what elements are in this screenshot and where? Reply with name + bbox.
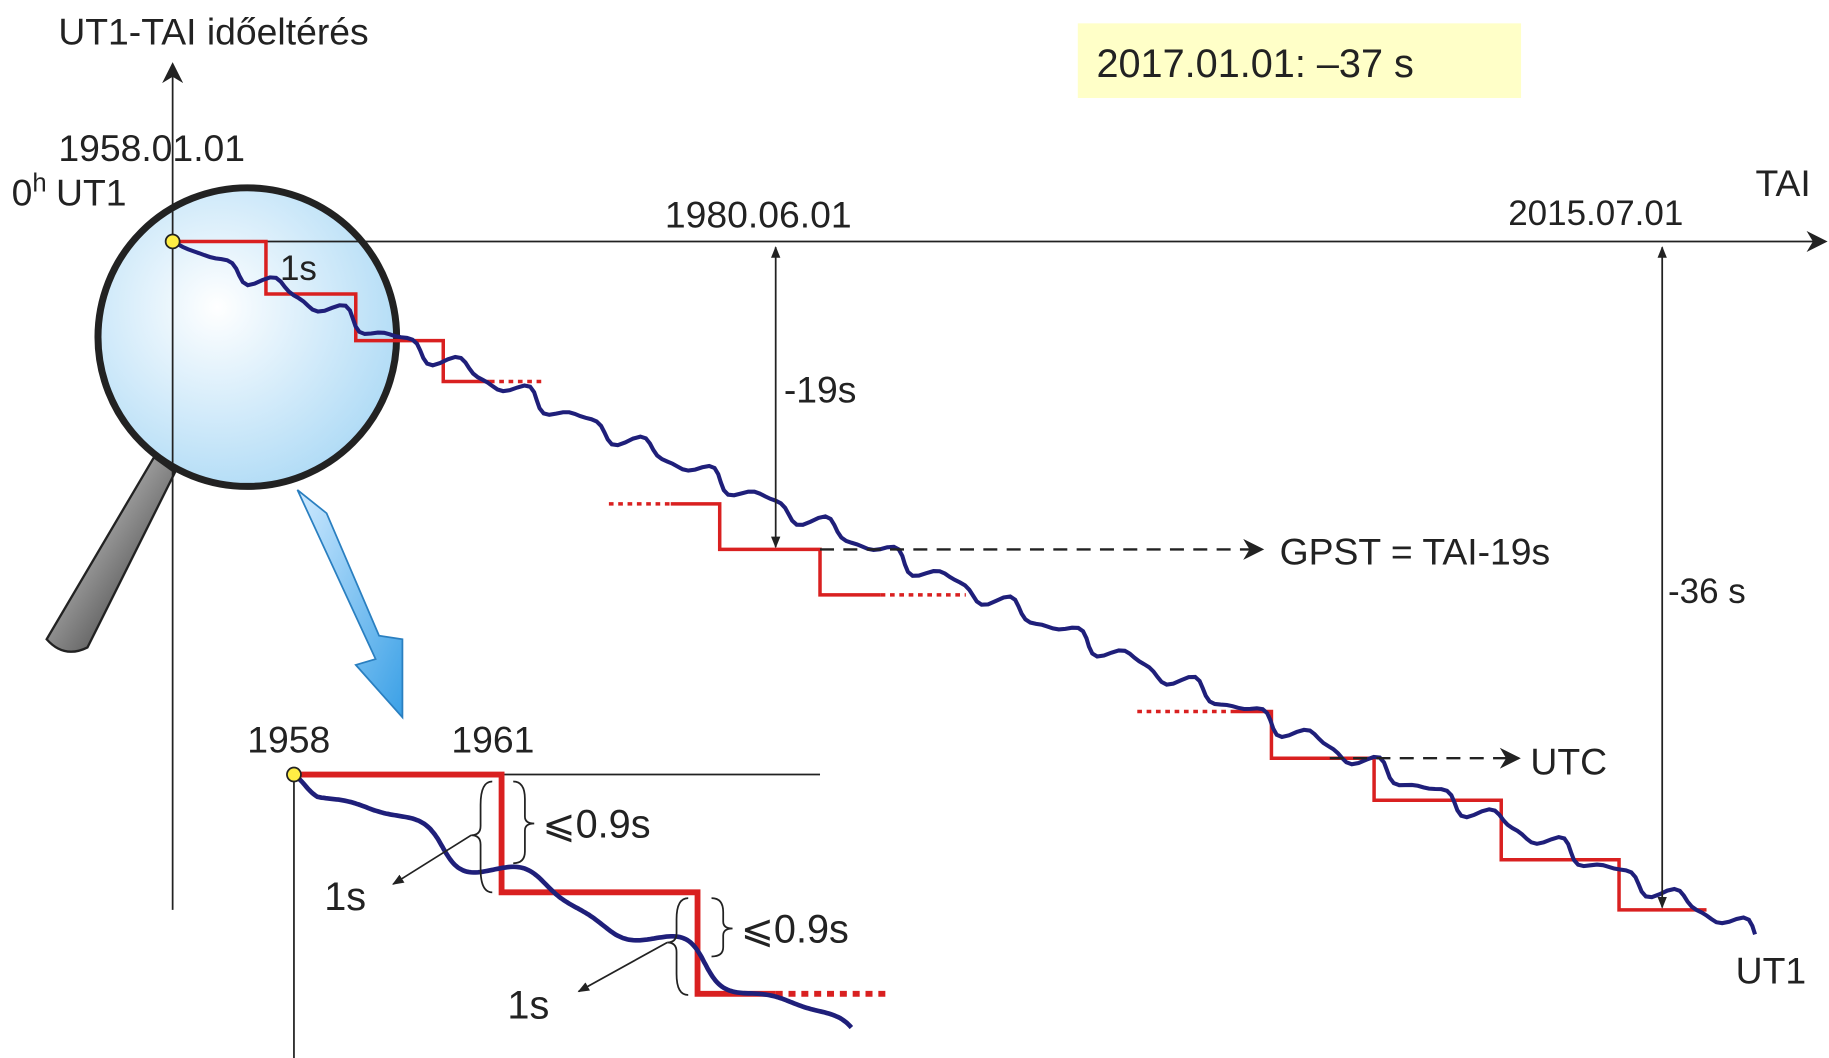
inset-arrow xyxy=(577,941,668,993)
offset-label: -36 s xyxy=(1668,572,1746,611)
offset-label: -19s xyxy=(784,368,857,410)
inset-end: 1961 xyxy=(451,718,534,760)
zoom-arrow xyxy=(296,489,404,720)
x-axis-label: TAI xyxy=(1756,162,1811,204)
magnifier-lens xyxy=(94,184,401,490)
magnifier-handle xyxy=(45,455,177,653)
utc-steps-dotted xyxy=(489,379,1231,714)
date-label: 2015.07.01 xyxy=(1508,194,1683,233)
inset-limit: ⩽0.9s xyxy=(542,803,650,847)
inset-steps xyxy=(293,771,776,997)
origin-time: 0h UT1 xyxy=(12,169,127,213)
date-label: 1980.06.01 xyxy=(665,193,852,235)
ut1-curve xyxy=(171,239,1757,935)
inset-start: 1958 xyxy=(247,718,330,760)
scale: UT1 xyxy=(56,171,127,213)
inset-step: 1s xyxy=(324,875,366,919)
note-box xyxy=(1077,23,1522,98)
inset-ut1-curve xyxy=(292,772,854,1030)
inset-limit: ⩽0.9s xyxy=(741,908,849,952)
hour: 0 xyxy=(12,171,33,213)
axis-label: UT1-TAI időeltérés xyxy=(58,10,368,52)
inset-step: 1s xyxy=(507,983,549,1027)
inset-origin-dot xyxy=(286,766,302,783)
origin-dot xyxy=(164,233,181,250)
origin-date: 1958.01.01 xyxy=(58,127,245,169)
hour-sup: h xyxy=(32,169,46,197)
note: 2017.01.01: –37 s xyxy=(1096,42,1413,86)
ut1-label: UT1 xyxy=(1736,949,1807,991)
step-label: 1s xyxy=(280,249,317,288)
gpst-label: GPST = TAI-19s xyxy=(1280,531,1551,573)
inset-arrow xyxy=(392,834,472,885)
utc-steps xyxy=(172,239,1707,912)
utc-label: UTC xyxy=(1530,741,1607,783)
